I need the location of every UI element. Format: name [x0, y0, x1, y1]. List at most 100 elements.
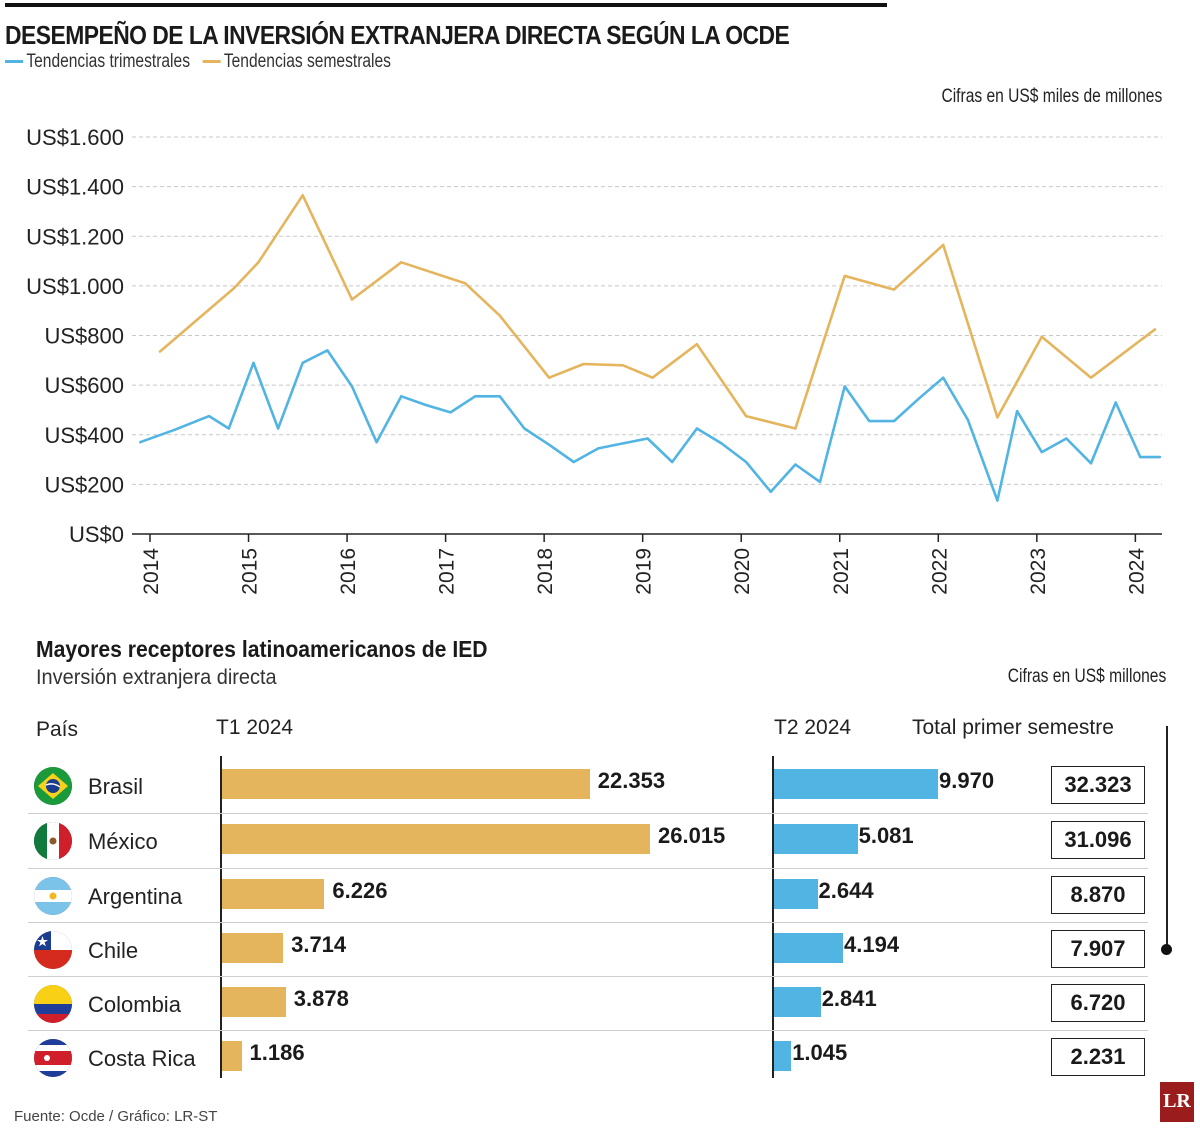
point-trimestral: [794, 463, 797, 466]
y-tick-label: US$1.200: [26, 224, 124, 249]
x-tick-label: 2019: [633, 548, 656, 595]
country-label-chile: Chile: [88, 938, 139, 963]
country-label-costa-rica: Costa Rica: [88, 1046, 196, 1071]
column-header-total: Total primer semestre: [912, 716, 1114, 739]
point-semestral: [301, 194, 304, 197]
legend-swatch-trimestrales: [5, 60, 24, 64]
series-line-trimestrales: [139, 349, 1160, 502]
y-tick-label: US$1.400: [26, 175, 124, 200]
total-box-chile: 7.907: [1051, 930, 1145, 968]
point-trimestral: [523, 427, 526, 430]
x-tick-label: 2015: [239, 548, 262, 595]
y-tick-label: US$600: [44, 373, 124, 398]
point-trimestral: [375, 440, 378, 444]
value-label-t2-argentina: 2.644: [818, 878, 874, 903]
point-semestral: [464, 282, 467, 285]
grid-lines: [132, 136, 1162, 535]
value-label-t1-colombia: 3.878: [293, 986, 349, 1011]
bar-section-title: Mayores receptores latinoamericanos de I…: [36, 636, 488, 662]
point-semestral: [996, 416, 999, 419]
point-semestral: [744, 414, 748, 418]
line-chart: US$0 US$200 US$400 US$600 US$800 US$1.000 US$1…: [26, 125, 1162, 595]
point-trimestral: [1139, 455, 1142, 459]
series-lines: [138, 194, 1162, 502]
point-semestral: [400, 261, 403, 264]
row-divider: [28, 813, 1148, 814]
point-semestral: [794, 427, 797, 430]
point-trimestral: [301, 361, 304, 364]
x-tick-label: 2024: [1125, 548, 1148, 595]
point-trimestral: [769, 490, 772, 494]
point-semestral: [257, 261, 260, 264]
flag-chile-icon: [34, 931, 72, 969]
bar-t2-costa-rica: [774, 1041, 792, 1071]
point-semestral: [158, 350, 162, 353]
total-box-costa-rica: 2.231: [1051, 1038, 1145, 1076]
column-header-t2: T2 2024: [774, 716, 852, 739]
y-tick-label: US$1.600: [26, 125, 124, 150]
bar-section-units: Cifras en US$ millones: [1007, 666, 1166, 687]
point-semestral: [843, 274, 846, 278]
bar-t2-brasil: [774, 769, 938, 799]
y-tick-label: US$400: [44, 423, 124, 448]
point-trimestral: [572, 460, 575, 464]
axis-t2: [772, 756, 774, 1078]
row-divider: [28, 868, 1148, 869]
column-header-t1: T1 2024: [216, 716, 294, 739]
point-trimestral: [449, 411, 452, 414]
total-box-argentina: 8.870: [1051, 876, 1145, 914]
value-label-t2-mexico: 5.081: [858, 823, 914, 848]
country-label-mexico: México: [88, 829, 158, 854]
bar-t2-chile: [774, 933, 843, 963]
point-trimestral: [1040, 450, 1043, 454]
axis-t1: [220, 756, 222, 1078]
point-trimestral: [917, 397, 920, 400]
x-tick-label: 2023: [1027, 548, 1050, 595]
series-line-semestrales: [159, 194, 1156, 430]
bar-section-subtitle: Inversión extranjera directa: [36, 666, 277, 689]
lr-logo: LR: [1160, 1082, 1194, 1122]
point-semestral: [1089, 376, 1093, 379]
value-label-t2-costa-rica: 1.045: [792, 1040, 848, 1065]
total-box-mexico: 31.096: [1051, 821, 1145, 859]
point-trimestral: [966, 418, 970, 422]
point-semestral: [350, 298, 354, 301]
country-label-brasil: Brasil: [88, 774, 144, 799]
legend-swatch-semestrales: [202, 60, 221, 64]
point-trimestral: [498, 395, 502, 398]
point-trimestral: [138, 440, 142, 444]
point-semestral: [1040, 335, 1043, 338]
total-box-colombia: 6.720: [1051, 984, 1145, 1022]
point-trimestral: [892, 419, 896, 423]
point-semestral: [582, 362, 585, 366]
source-note: Fuente: Ocde / Gráfico: LR-ST: [14, 1108, 218, 1125]
title-rule: [5, 3, 887, 7]
total-box-brasil: 32.323: [1051, 766, 1145, 804]
bracket-dot: [1161, 944, 1172, 955]
point-trimestral: [473, 395, 477, 398]
point-trimestral: [424, 403, 428, 407]
value-label-t2-brasil: 9.970: [939, 768, 995, 793]
country-label-colombia: Colombia: [88, 992, 181, 1017]
column-header-pais: País: [36, 718, 79, 741]
point-trimestral: [1158, 455, 1162, 459]
point-semestral: [498, 314, 502, 317]
point-trimestral: [868, 419, 871, 423]
flag-brasil-icon: [34, 767, 72, 805]
x-tick-label: 2016: [337, 548, 360, 595]
legend-item-semestrales: Tendencias semestrales: [202, 51, 391, 72]
point-trimestral: [671, 460, 674, 464]
bar-t1-mexico: [222, 824, 650, 854]
legend-label-semestrales: Tendencias semestrales: [223, 51, 391, 72]
point-trimestral: [400, 395, 403, 398]
line-chart-units: Cifras en US$ miles de millones: [941, 86, 1162, 107]
point-trimestral: [843, 385, 846, 388]
bar-t2-mexico: [774, 824, 858, 854]
bar-t1-colombia: [222, 987, 286, 1017]
bar-t2-colombia: [774, 987, 821, 1017]
point-trimestral: [350, 385, 354, 388]
point-trimestral: [547, 443, 551, 446]
point-semestral: [232, 287, 235, 290]
point-semestral: [695, 342, 699, 346]
point-trimestral: [227, 427, 231, 430]
